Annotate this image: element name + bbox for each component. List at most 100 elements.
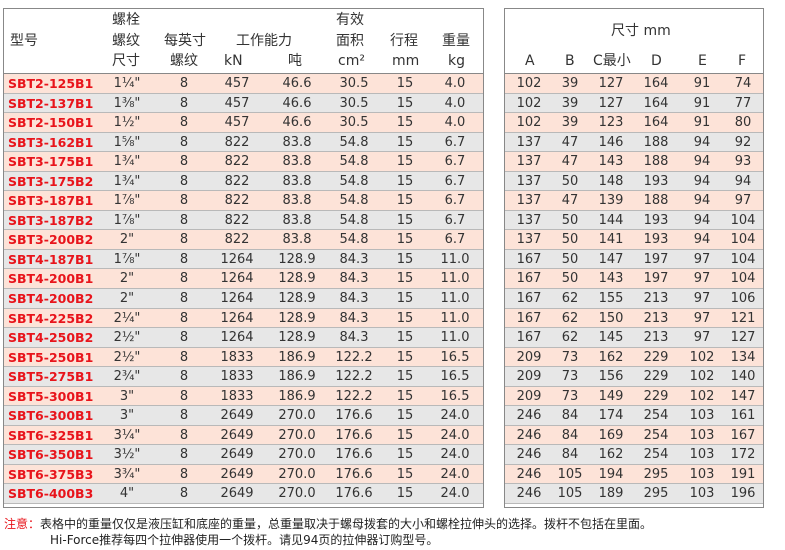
dim-d-cell: 197 [643,251,669,267]
dim-e-cell: 102 [689,349,715,365]
dim-a-cell: 137 [516,173,542,189]
model-cell: SBT6-400B3 [8,486,94,502]
effective-area-cell: 84.3 [339,291,369,307]
effective-area-cell: 122.2 [335,369,373,385]
capacity-kn-cell: 2649 [220,427,254,443]
dim-b-cell: 50 [561,173,579,189]
thread-size-cell: 1⅜" [113,95,141,111]
dim-e-cell: 94 [693,193,711,209]
dim-a-cell: 102 [516,95,542,111]
dim-a-cell: 167 [516,271,542,287]
dim-f-cell: 196 [730,486,756,502]
weight-cell: 24.0 [440,447,470,463]
tpi-cell: 8 [179,330,189,346]
weight-cell: 11.0 [440,310,470,326]
dim-a-cell: 246 [516,408,542,424]
tpi-cell: 8 [179,251,189,267]
capacity-kn-cell: 2649 [220,486,254,502]
capacity-ton-cell: 270.0 [278,466,316,482]
capacity-ton-cell: 186.9 [278,369,316,385]
dim-b-cell: 50 [561,232,579,248]
dim-d-cell: 229 [643,369,669,385]
dim-f-cell: 94 [734,173,752,189]
footnote-line-1: 表格中的重量仅仅是液压缸和底座的重量，总重量取决于螺母拨套的大小和螺栓拉伸头的选… [40,517,653,531]
dim-b-cell: 73 [561,369,579,385]
effective-area-cell: 84.3 [339,251,369,267]
tpi-cell: 8 [179,388,189,404]
capacity-kn-cell: 822 [224,154,250,170]
dim-f-cell: 191 [730,466,756,482]
weight-cell: 4.0 [444,95,466,111]
table-row: SBT5-300B1 3" 8 1833 186.9 122.2 15 16.5 [4,386,483,407]
thread-size-cell: 3½" [113,447,141,463]
effective-area-cell: 122.2 [335,349,373,365]
stroke-cell: 15 [396,447,414,463]
dim-d-cell: 229 [643,349,669,365]
dim-b-cell: 50 [561,212,579,228]
dim-e-cell: 97 [693,310,711,326]
effective-area-cell: 54.8 [339,173,369,189]
capacity-kn-cell: 1264 [220,310,254,326]
dim-b-cell: 62 [561,291,579,307]
capacity-kn-cell: 1264 [220,291,254,307]
stroke-cell: 15 [396,427,414,443]
dim-d-cell: 254 [643,447,669,463]
dim-c-cell: 147 [598,251,624,267]
header-stroke-2: mm [392,53,420,69]
table-row: 102 39 123 164 91 80 [505,113,763,133]
dim-b-cell: 39 [561,95,579,111]
dim-d-cell: 193 [643,232,669,248]
effective-area-cell: 30.5 [339,76,369,91]
dim-b-cell: 50 [561,251,579,267]
table-row: SBT2-137B1 1⅜" 8 457 46.6 30.5 15 4.0 [4,93,483,114]
stroke-cell: 15 [396,349,414,365]
dim-a-cell: 167 [516,291,542,307]
effective-area-cell: 122.2 [335,388,373,404]
dim-f-cell: 161 [730,408,756,424]
dim-d-cell: 188 [643,154,669,170]
dim-d-cell: 193 [643,173,669,189]
stroke-cell: 15 [396,310,414,326]
dim-a-cell: 209 [516,349,542,365]
header-area-1: 有效 [336,12,364,28]
table-row: SBT3-187B1 1⅞" 8 822 83.8 54.8 15 6.7 [4,191,483,211]
dim-c-cell: 162 [598,349,624,365]
table-row: SBT6-300B1 3" 8 2649 270.0 176.6 15 24.0 [4,406,483,426]
table-row: SBT3-200B2 2" 8 822 83.8 54.8 15 6.7 [4,230,483,250]
header-dimensions-title: 尺寸 mm [611,23,671,39]
dim-a-cell: 137 [516,154,542,170]
header-area-3: cm² [338,53,365,69]
capacity-kn-cell: 2649 [220,408,254,424]
tpi-cell: 8 [179,408,189,424]
model-cell: SBT6-375B3 [8,466,94,482]
dim-e-cell: 91 [693,115,711,131]
thread-size-cell: 2½" [113,349,141,365]
header-thread-2: 螺纹 [112,33,140,49]
model-cell: SBT2-137B1 [8,95,94,111]
dim-c-cell: 174 [598,408,624,424]
capacity-ton-cell: 83.8 [282,232,312,248]
weight-cell: 6.7 [444,154,466,170]
stroke-cell: 15 [396,408,414,424]
effective-area-cell: 176.6 [335,427,373,443]
dim-d-cell: 164 [643,115,669,131]
dim-f-cell: 77 [734,95,752,111]
stroke-cell: 15 [396,76,414,91]
dim-c-cell: 146 [598,134,624,150]
model-cell: SBT3-175B1 [8,154,94,170]
table-row: 102 39 127 164 91 77 [505,93,763,114]
table-row: 137 47 139 188 94 97 [505,191,763,211]
left-table-body: SBT2-125B1 1¼" 8 457 46.6 30.5 15 4.0 SBT2-137B1… [4,74,483,505]
model-cell: SBT3-175B2 [8,173,94,189]
weight-cell: 6.7 [444,173,466,189]
capacity-ton-cell: 128.9 [278,271,316,287]
header-tpi-2: 螺纹 [170,53,198,69]
dim-f-cell: 121 [730,310,756,326]
table-row: 246 105 194 295 103 191 [505,464,763,485]
table-row: 137 50 148 193 94 94 [505,171,763,192]
tpi-cell: 8 [179,232,189,248]
dim-e-cell: 103 [689,486,715,502]
dim-f-cell: 104 [730,271,756,287]
header-model: 型号 [10,33,38,49]
dim-b-cell: 84 [561,427,579,443]
